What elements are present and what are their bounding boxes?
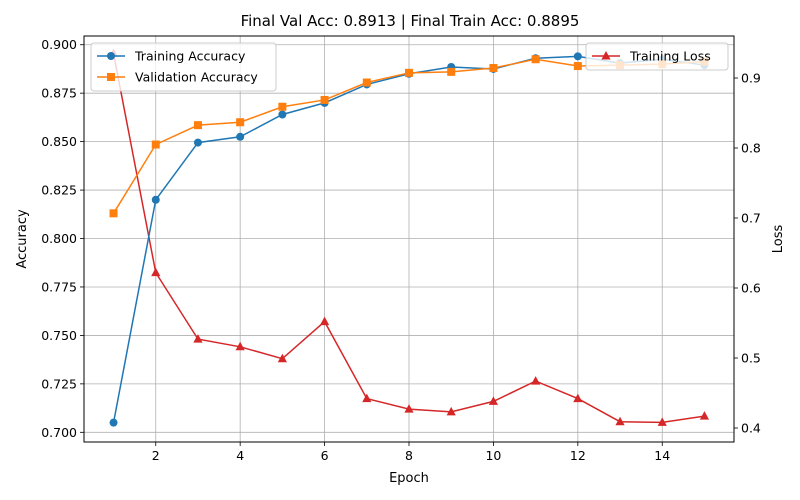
training-loss-point <box>193 334 203 343</box>
legend-marker-training-loss <box>601 51 611 60</box>
validation-accuracy-point <box>193 121 202 130</box>
validation-accuracy-point <box>278 102 287 111</box>
training-loss-point <box>235 341 245 351</box>
training-loss-point <box>404 404 414 413</box>
y2-tick-label: 0.9 <box>741 71 761 86</box>
y2-axis-label: Loss <box>771 225 786 254</box>
validation-accuracy-point <box>151 140 160 149</box>
x-tick-label: 14 <box>654 448 670 463</box>
training-loss-point <box>657 417 667 426</box>
training-loss-point <box>615 416 625 426</box>
training-loss-point <box>573 393 583 403</box>
x-axis: 2 4 6 8 10 12 14 <box>152 442 670 463</box>
x-tick-label: 2 <box>152 448 160 463</box>
training-loss-point <box>531 376 541 385</box>
training-loss-point <box>362 393 372 403</box>
y2-tick-label: 0.6 <box>741 281 761 296</box>
legend-label-training-loss: Training Loss <box>629 49 711 64</box>
legend-box <box>90 42 277 92</box>
training-accuracy-point <box>278 110 287 119</box>
y2-tick-label: 0.7 <box>741 211 761 226</box>
validation-accuracy-point <box>573 62 582 71</box>
series-layer <box>108 48 710 427</box>
validation-accuracy-point <box>447 67 456 76</box>
validation-accuracy-point <box>362 78 371 87</box>
validation-accuracy-point <box>489 63 498 72</box>
y-tick-label: 0.825 <box>41 183 77 198</box>
validation-accuracy-point <box>531 55 540 64</box>
validation-accuracy-point <box>109 209 118 218</box>
y-axis-left: 0.700 0.725 0.750 0.775 0.800 0.825 0.850 0.875… <box>41 37 84 440</box>
y-tick-label: 0.725 <box>41 376 77 391</box>
y-tick-label: 0.800 <box>41 231 77 246</box>
training-loss-point <box>319 316 330 326</box>
legend-right: Training Loss <box>585 42 729 71</box>
y-axis-right: 0.4 0.5 0.6 0.7 0.8 0.9 <box>734 71 761 436</box>
x-tick-label: 12 <box>570 448 586 463</box>
legend-box <box>585 42 729 71</box>
training-accuracy-point <box>236 132 245 141</box>
validation-accuracy-point <box>405 68 413 77</box>
legend-label-validation-accuracy: Validation Accuracy <box>135 70 258 85</box>
y2-tick-label: 0.5 <box>741 351 761 366</box>
validation-accuracy-point <box>320 95 329 104</box>
y-tick-label: 0.750 <box>41 328 77 343</box>
legend-left: Training Accuracy Validation Accuracy <box>90 42 277 92</box>
y2-tick-label: 0.4 <box>741 421 761 436</box>
y-axis-label: Accuracy <box>15 209 30 269</box>
legend-label-training-accuracy: Training Accuracy <box>134 49 246 64</box>
chart-title: Final Val Acc: 0.8913 | Final Train Acc:… <box>241 12 580 30</box>
x-tick-label: 6 <box>321 448 329 463</box>
grid <box>84 36 734 442</box>
y-tick-label: 0.900 <box>41 37 77 52</box>
training-accuracy-point <box>193 138 202 147</box>
legend-marker-validation-accuracy <box>107 73 115 81</box>
y-tick-label: 0.775 <box>41 279 77 294</box>
y-tick-label: 0.700 <box>41 425 77 440</box>
training-accuracy-point <box>109 418 118 427</box>
y-tick-label: 0.875 <box>41 86 77 101</box>
legend-marker-training-accuracy <box>107 52 115 60</box>
x-axis-label: Epoch <box>389 471 429 486</box>
training-loss-point <box>488 396 499 405</box>
training-loss-point <box>277 353 287 363</box>
training-loss-point <box>699 411 710 420</box>
training-accuracy-point <box>573 52 582 61</box>
training-accuracy-point <box>151 195 160 204</box>
y2-tick-label: 0.8 <box>741 141 761 156</box>
training-loss-point <box>446 406 456 416</box>
x-tick-label: 4 <box>236 448 244 463</box>
y-tick-label: 0.850 <box>41 134 77 149</box>
x-tick-label: 8 <box>405 448 413 463</box>
training-loss-point <box>151 267 161 277</box>
x-tick-label: 10 <box>485 448 501 463</box>
validation-accuracy-point <box>236 118 245 127</box>
